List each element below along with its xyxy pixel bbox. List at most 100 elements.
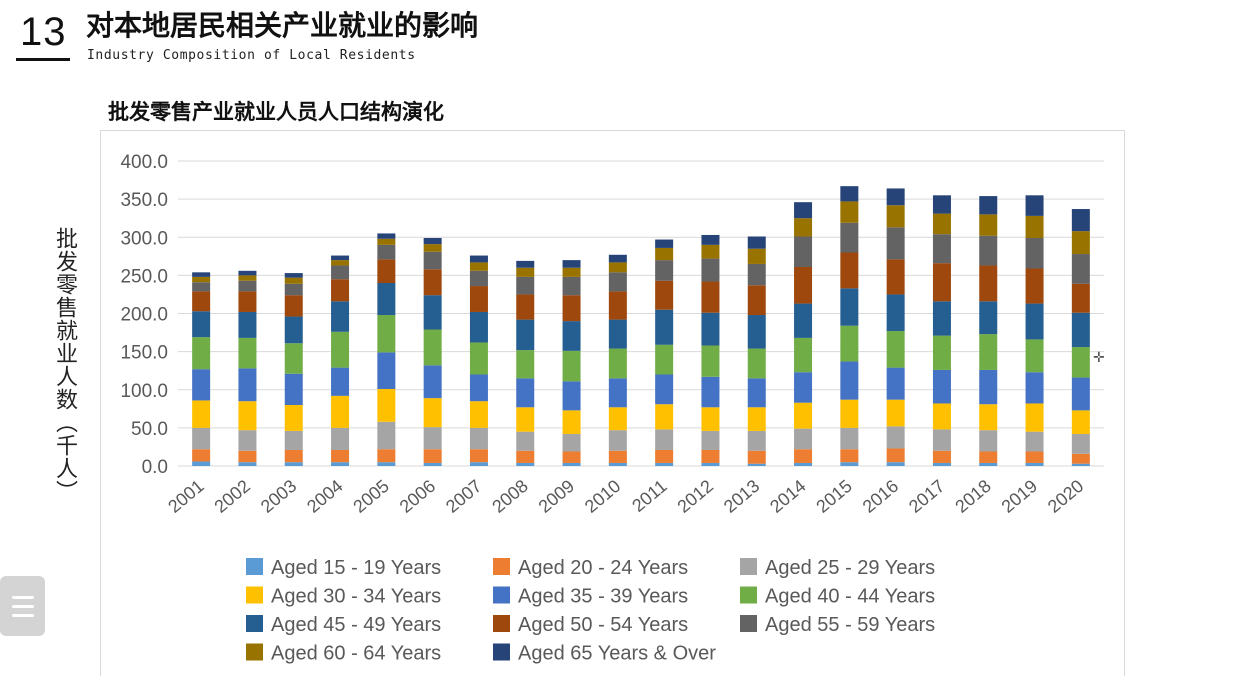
x-tick-label: 2014 [766,476,810,517]
x-tick-label: 2012 [673,476,717,517]
x-tick-label: 2009 [535,476,579,517]
chart-title: 批发零售产业就业人员人口结构演化 [108,100,444,124]
bar-segment [516,350,535,379]
bar-segment [794,337,813,373]
bar-segment [1071,377,1090,411]
bar-segment [192,400,211,428]
bar-segment [794,218,813,237]
bar-segment [377,238,396,245]
bar-segment [331,395,350,428]
bar-segment [840,186,859,202]
bar-segment [932,403,951,430]
bar-segment [1071,231,1090,255]
legend-label: Aged 60 - 64 Years [271,643,441,665]
side-menu-button[interactable] [0,576,45,636]
bar-segment [469,449,488,463]
bar-segment [238,401,257,431]
bar-segment [794,462,813,466]
slide-number: 13 [20,10,67,54]
bar-segment [238,280,257,292]
bar-segment [701,430,720,450]
bar-segment [1025,339,1044,373]
bar-segment [284,295,303,317]
bar-segment [655,449,674,463]
bar-segment [284,373,303,405]
bar-segment [377,421,396,450]
bar-segment [979,462,998,466]
bar-segment [192,427,211,450]
bar-segment [655,429,674,450]
bar-segment [747,430,766,451]
x-tick-label: 2016 [859,476,903,517]
bar-segment [840,252,859,289]
bar-segment [469,401,488,428]
bar-segment [886,399,905,427]
bar-segment [377,462,396,466]
bar-segment [284,430,303,450]
bar-segment [238,275,257,281]
bar-segment [794,428,813,450]
bar-segment [562,381,581,411]
bar-segment [886,227,905,260]
bar-segment [469,270,488,287]
legend-swatch [246,558,263,575]
bar-segment [794,236,813,267]
bar-segment [516,294,535,320]
legend-swatch [740,586,757,604]
bar-segment [423,462,442,466]
legend-swatch [493,558,510,575]
bar-segment [331,449,350,463]
bar-segment [377,449,396,463]
x-tick-label: 2002 [210,476,254,517]
bar-segment [1071,209,1090,232]
bar-segment [932,195,951,214]
legend-swatch [246,643,263,661]
x-tick-label: 2007 [442,476,486,517]
bar-segment [886,259,905,295]
bar-segment [562,321,581,351]
bar-segment [192,282,211,292]
bar-segment [747,285,766,316]
bar-segment [377,244,396,260]
bar-segment [284,316,303,344]
bar-segment [655,404,674,430]
x-tick-label: 2003 [257,476,301,517]
bar-segment [331,279,350,302]
bar-segment [423,365,442,399]
bar-segment [794,266,813,304]
bar-segment [979,430,998,452]
bar-segment [238,462,257,466]
y-tick-label: 300.0 [120,228,168,249]
bar-segment [284,449,303,463]
bar-segment [284,273,303,278]
bar-segment [423,269,442,296]
bar-segment [469,286,488,312]
bar-segment [331,301,350,332]
x-tick-label: 2019 [998,476,1042,517]
bar-segment [562,451,581,463]
bar-segment [608,430,627,451]
bar-segment [423,244,442,252]
bar-segment [1071,347,1090,378]
bar-segment [516,267,535,277]
bar-segment [238,311,257,338]
bar-segment [655,309,674,345]
bar-segment [562,350,581,382]
slide-title: 对本地居民相关产业就业的影响 [86,9,479,42]
x-tick-label: 2011 [628,476,671,516]
y-tick-label: 250.0 [120,266,168,287]
bar-segment [238,430,257,451]
bar-segment [886,331,905,368]
bar-segment [331,462,350,466]
bar-segment [747,315,766,349]
bar-segment [331,255,350,261]
bar-segment [469,427,488,450]
bar-segment [192,369,211,401]
bar-segment [238,291,257,312]
x-tick-label: 2004 [303,476,347,517]
y-tick-label: 0.0 [142,457,168,478]
bar-segment [747,236,766,249]
bar-segment [192,311,211,338]
y-tick-label: 50.0 [131,419,168,440]
bar-segment [562,462,581,466]
